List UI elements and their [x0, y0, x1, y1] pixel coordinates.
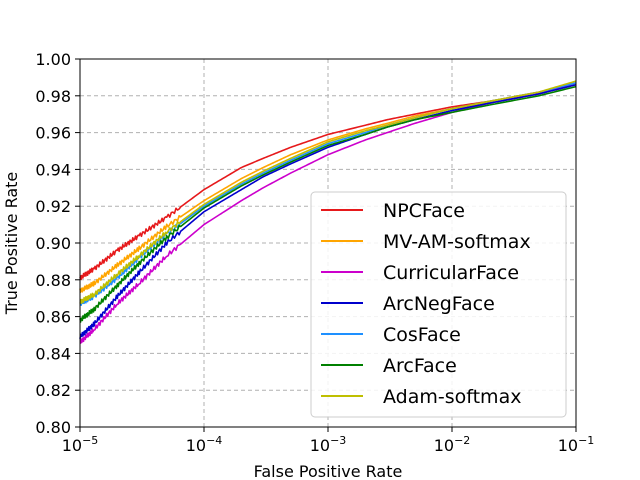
y-tick-label: 0.86: [35, 308, 71, 327]
legend-label: ArcNegFace: [383, 293, 495, 315]
y-tick-label: 0.94: [35, 160, 71, 179]
x-tick-label: 10−1: [558, 434, 595, 455]
legend-label: CosFace: [383, 324, 461, 346]
legend-label: Adam-softmax: [383, 386, 521, 408]
x-tick-exponent: −5: [82, 434, 98, 447]
y-tick-label: 1.00: [35, 50, 71, 69]
legend: NPCFace MV-AM-softmax CurricularFace ArcNeg…: [310, 191, 567, 418]
x-tick-base: 10: [434, 436, 454, 455]
x-tick-exponent: −2: [454, 434, 470, 447]
series-line-arcnegface: [79, 83, 577, 339]
x-tick-label: 10−4: [186, 434, 223, 455]
series-line-npcface: [79, 82, 577, 281]
legend-label: ArcFace: [383, 355, 457, 377]
x-tick-exponent: −1: [578, 434, 594, 447]
x-tick-label: 10−5: [62, 434, 99, 455]
x-tick-base: 10: [310, 436, 330, 455]
legend-label: NPCFace: [383, 200, 465, 222]
legend-label: MV-AM-softmax: [383, 231, 531, 253]
y-tick-label: 0.82: [35, 381, 71, 400]
series-layer: [79, 80, 577, 344]
y-tick-label: 0.88: [35, 271, 71, 290]
x-axis-label: False Positive Rate: [254, 462, 403, 480]
y-tick-label: 0.84: [35, 344, 71, 363]
x-tick-base: 10: [62, 436, 82, 455]
x-tick-label: 10−3: [310, 434, 347, 455]
axis-ticks: 0.80 0.82 0.84 0.86 0.88 0.90 0.92 0.94 0.96 0.98…: [35, 50, 594, 455]
legend-box: [310, 191, 567, 418]
y-tick-label: 0.96: [35, 124, 71, 143]
x-tick-label: 10−2: [434, 434, 471, 455]
series-line-adam-softmax: [79, 80, 577, 304]
y-axis-label: True Positive Rate: [2, 172, 21, 316]
y-tick-label: 0.80: [35, 418, 71, 437]
x-tick-base: 10: [558, 436, 578, 455]
legend-label: CurricularFace: [383, 262, 519, 284]
y-tick-label: 0.98: [35, 87, 71, 106]
y-tick-label: 0.90: [35, 234, 71, 253]
y-tick-label: 0.92: [35, 197, 71, 216]
x-tick-exponent: −3: [330, 434, 346, 447]
x-tick-base: 10: [186, 436, 206, 455]
x-tick-exponent: −4: [206, 434, 222, 447]
series-line-arcface: [79, 85, 577, 323]
